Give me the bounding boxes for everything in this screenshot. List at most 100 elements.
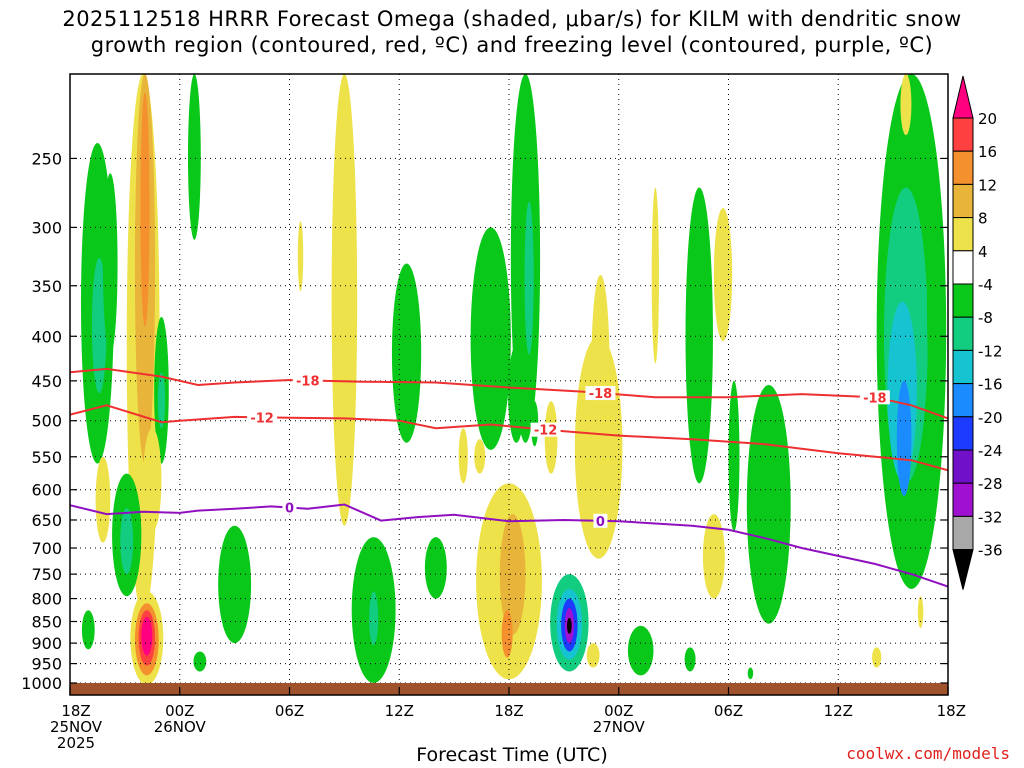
omega-blob-62 bbox=[917, 596, 924, 629]
dgz-bottom-label-1: -12 bbox=[534, 424, 558, 439]
y-tick-label-550: 550 bbox=[31, 448, 62, 467]
x-tick-label-0-1: 25NOV bbox=[50, 718, 103, 736]
freezing-level-line bbox=[70, 503, 948, 588]
colorbar-label-11: -28 bbox=[978, 475, 1003, 493]
y-tick-label-850: 850 bbox=[31, 613, 62, 632]
colorbar-label-9: -20 bbox=[978, 409, 1003, 427]
colorbar-swatch-3 bbox=[952, 183, 974, 219]
omega-blob-48 bbox=[685, 187, 713, 484]
omega-blob-18 bbox=[193, 651, 207, 672]
omega-blob-31 bbox=[508, 345, 525, 443]
colorbar-swatch-2 bbox=[952, 150, 974, 185]
contour-lines: -18 -18 -18 -12 -12 0 0 bbox=[70, 367, 948, 588]
omega-blob-32 bbox=[474, 439, 486, 474]
x-tick-label-0-0: 18Z bbox=[61, 702, 90, 720]
omega-blob-50 bbox=[684, 647, 696, 672]
x-tick-label-36-0: 06Z bbox=[714, 702, 743, 720]
colorbar-label-2: 12 bbox=[978, 176, 997, 194]
freezing-level-label-1: 0 bbox=[596, 515, 605, 530]
x-tick-label-12-0: 06Z bbox=[275, 702, 304, 720]
omega-blob-12 bbox=[120, 508, 134, 575]
colorbar-label-7: -12 bbox=[978, 342, 1003, 360]
title-line-2: growth region (contoured, red, ºC) and f… bbox=[90, 33, 934, 57]
site-credit: coolwx.com/models bbox=[846, 744, 1010, 763]
colorbar: 20 16 12 8 4 -4 -8 -12 -16 -20 -24 -28 -32 -36 bbox=[952, 75, 1003, 590]
omega-blob-7 bbox=[157, 372, 166, 429]
dgz-bottom-label-0: -12 bbox=[250, 411, 274, 426]
freezing-level-label-0: 0 bbox=[285, 502, 294, 517]
y-tick-label-950: 950 bbox=[31, 655, 62, 674]
dgz-top-label-bg-0 bbox=[292, 373, 323, 388]
y-tick-label-750: 750 bbox=[31, 565, 62, 584]
y-tick-label-600: 600 bbox=[31, 481, 62, 500]
colorbar-swatch-6 bbox=[952, 283, 974, 318]
y-tick-label-800: 800 bbox=[31, 590, 62, 609]
x-tick-label-30-1: 27NOV bbox=[593, 718, 646, 736]
y-tick-label-450: 450 bbox=[31, 372, 62, 391]
chart-title: 2025112518 HRRR Forecast Omega (shaded, … bbox=[0, 6, 1024, 58]
omega-blob-23 bbox=[391, 263, 422, 443]
omega-blob-46 bbox=[651, 187, 659, 364]
colorbar-label-0: 20 bbox=[978, 110, 997, 128]
omega-blob-60 bbox=[900, 74, 912, 136]
omega-blob-54 bbox=[746, 385, 791, 624]
colorbar-swatch-1 bbox=[952, 117, 974, 152]
colorbar-label-3: 8 bbox=[978, 210, 988, 228]
x-tick-label-48-0: 18Z bbox=[937, 702, 966, 720]
x-tick-label-42-0: 12Z bbox=[824, 702, 853, 720]
omega-blob-43 bbox=[586, 643, 600, 668]
x-tick-label-24-0: 18Z bbox=[494, 702, 523, 720]
omega-blob-22 bbox=[337, 158, 351, 346]
y-tick-label-250: 250 bbox=[31, 149, 62, 168]
colorbar-bottom-arrow bbox=[952, 549, 974, 590]
colorbar-swatch-7 bbox=[952, 316, 974, 351]
x-tick-label-18-0: 12Z bbox=[385, 702, 414, 720]
x-tick-label-6-0: 00Z bbox=[165, 702, 194, 720]
y-tick-label-1000: 1000 bbox=[21, 674, 62, 693]
omega-blob-1 bbox=[91, 257, 107, 394]
dgz-top-label-bg-2 bbox=[859, 390, 890, 405]
omega-blob-28 bbox=[470, 227, 511, 450]
y-tick-label-650: 650 bbox=[31, 511, 62, 530]
y-axis: 250 300 350 400 450 500 550 600 650 700 750 800 850 9… bbox=[21, 149, 948, 693]
colorbar-swatch-13 bbox=[952, 515, 974, 551]
colorbar-label-8: -16 bbox=[978, 376, 1003, 394]
y-tick-label-350: 350 bbox=[31, 277, 62, 296]
x-axis-title: Forecast Time (UTC) bbox=[416, 744, 608, 766]
x-tick-label-6-1: 26NOV bbox=[154, 718, 207, 736]
omega-blob-10 bbox=[187, 74, 201, 240]
omega-blob-58 bbox=[896, 380, 912, 496]
colorbar-label-10: -24 bbox=[978, 442, 1003, 460]
colorbar-label-6: -8 bbox=[978, 309, 993, 327]
dgz-bottom-label-bg-1 bbox=[530, 422, 561, 437]
dgz-top-label-0: -18 bbox=[296, 374, 320, 389]
colorbar-swatch-5 bbox=[952, 250, 974, 285]
omega-blob-20 bbox=[297, 221, 304, 292]
title-line-1: 2025112518 HRRR Forecast Omega (shaded, … bbox=[62, 7, 962, 31]
x-tick-label-0-2: 2025 bbox=[57, 734, 95, 752]
colorbar-label-13: -36 bbox=[978, 542, 1003, 560]
omega-blob-47 bbox=[627, 625, 654, 676]
colorbar-swatch-10 bbox=[952, 416, 974, 451]
omega-blob-36 bbox=[544, 401, 558, 474]
dgz-bottom-label-bg-0 bbox=[247, 410, 278, 425]
freezing-level-label-bg-0 bbox=[282, 500, 297, 515]
colorbar-swatch-4 bbox=[952, 217, 974, 252]
omega-blob-35 bbox=[501, 610, 513, 658]
omega-blob-13 bbox=[81, 610, 95, 650]
colorbar-swatch-9 bbox=[952, 383, 974, 418]
y-tick-label-300: 300 bbox=[31, 218, 62, 237]
omega-blob-2 bbox=[102, 173, 118, 355]
omega-blob-30 bbox=[524, 201, 534, 355]
colorbar-label-5: -4 bbox=[978, 276, 993, 294]
y-tick-label-700: 700 bbox=[31, 539, 62, 558]
omega-blob-19 bbox=[218, 525, 252, 644]
dgz-top-label-1: -18 bbox=[589, 387, 613, 402]
x-tick-label-30-0: 00Z bbox=[604, 702, 633, 720]
omega-blob-45 bbox=[591, 274, 610, 464]
omega-blob-63 bbox=[747, 667, 754, 680]
colorbar-top-arrow bbox=[952, 75, 974, 119]
dgz-top-label-2: -18 bbox=[863, 391, 887, 406]
